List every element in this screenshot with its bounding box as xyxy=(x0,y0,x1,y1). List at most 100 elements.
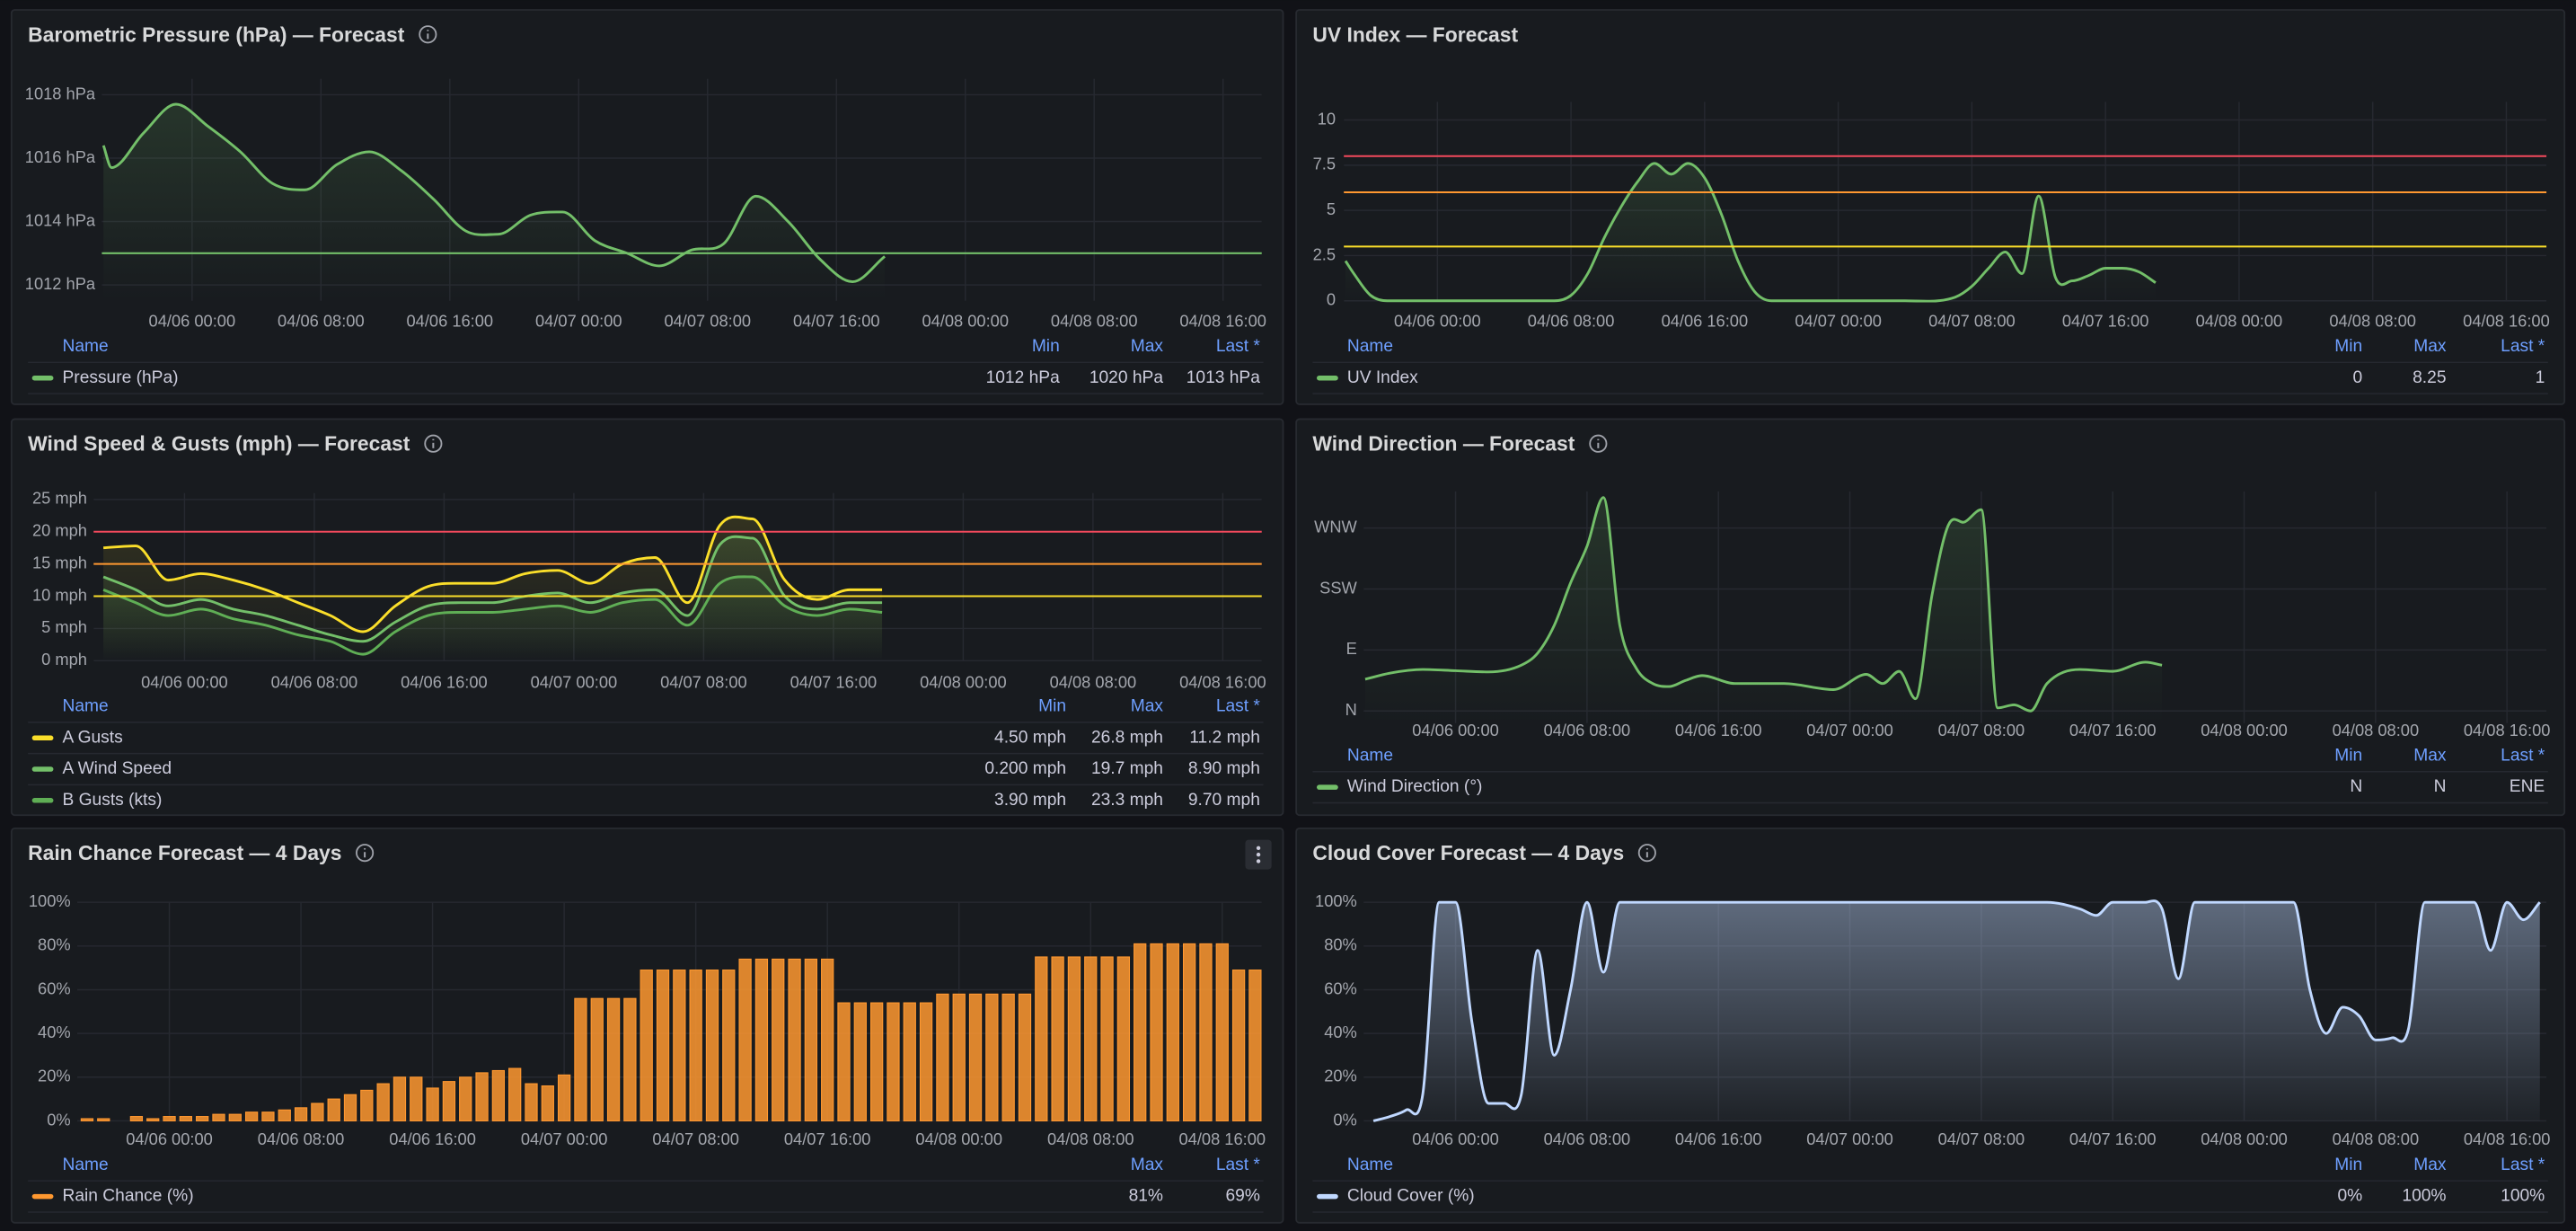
y-tick-label: 10 xyxy=(1318,109,1336,128)
legend-value: 81% xyxy=(1129,1187,1163,1206)
bar xyxy=(327,1098,340,1121)
x-tick-label: 04/06 16:00 xyxy=(407,311,494,330)
plot-area xyxy=(101,78,1262,301)
x-tick-label: 04/06 00:00 xyxy=(149,311,236,330)
x-tick-label: 04/06 08:00 xyxy=(258,1129,345,1148)
legend-header: Max xyxy=(1131,1156,1164,1174)
legend-header: Max xyxy=(2413,746,2447,765)
legend-header: Min xyxy=(2334,1156,2362,1174)
y-tick-label: 1012 hPa xyxy=(25,274,96,293)
bar xyxy=(853,1002,867,1121)
legend-name: Pressure (hPa) xyxy=(63,368,179,387)
y-tick-label: 100% xyxy=(1315,891,1357,910)
bar xyxy=(1018,993,1032,1121)
y-tick-label: 1018 hPa xyxy=(25,84,96,102)
y-tick-label: 60% xyxy=(1324,979,1357,997)
legend-header: Min xyxy=(2334,337,2362,356)
bar xyxy=(788,958,801,1121)
legend-name: A Gusts xyxy=(63,728,123,747)
bar xyxy=(179,1116,192,1121)
x-tick-label: 04/06 16:00 xyxy=(401,673,488,692)
bar xyxy=(689,970,702,1121)
area-fill xyxy=(103,576,883,661)
bar xyxy=(887,1002,900,1121)
bar xyxy=(196,1116,209,1121)
x-tick-label: 04/07 16:00 xyxy=(790,673,878,692)
legend-value: 11.2 mph xyxy=(1189,728,1260,747)
x-tick-label: 04/08 16:00 xyxy=(1178,1129,1266,1148)
bar xyxy=(1067,956,1081,1121)
bar xyxy=(837,1002,851,1121)
legend: Name Min Max Last * Cloud Cover (%) 0% 100% 100… xyxy=(1312,1156,2548,1213)
series-line xyxy=(1364,496,2163,713)
legend-value: 4.50 mph xyxy=(994,728,1066,747)
info-icon[interactable] xyxy=(419,25,437,44)
plot-area xyxy=(1363,491,2547,723)
bar xyxy=(1035,956,1048,1121)
legend-value: 19.7 mph xyxy=(1091,759,1163,778)
series-line xyxy=(103,515,883,633)
y-tick-label: 20% xyxy=(1324,1067,1357,1085)
x-tick-label: 04/07 16:00 xyxy=(793,311,880,330)
y-tick-label: 20% xyxy=(38,1067,71,1085)
y-tick-label: WNW xyxy=(1314,517,1357,536)
info-icon[interactable] xyxy=(1589,434,1608,453)
bar xyxy=(590,997,604,1121)
legend-header: Last * xyxy=(2501,337,2545,356)
info-icon[interactable] xyxy=(356,844,375,863)
area-fill xyxy=(1373,900,2540,1121)
x-tick-label: 04/07 00:00 xyxy=(535,311,622,330)
legend: Name Min Max Last * Pressure (hPa) 1012 hPa 10… xyxy=(28,337,1264,394)
y-tick-label: 15 mph xyxy=(32,553,87,571)
bar xyxy=(1166,943,1179,1121)
bar xyxy=(311,1103,324,1121)
x-tick-label: 04/06 08:00 xyxy=(271,673,358,692)
menu-dot xyxy=(1256,859,1261,863)
legend-value: 100% xyxy=(2501,1187,2545,1206)
y-tick-label: E xyxy=(1346,639,1357,658)
y-tick-label: 0% xyxy=(1333,1110,1356,1129)
y-tick-label: 5 mph xyxy=(41,617,87,636)
bar xyxy=(80,1118,94,1121)
legend-header: Name xyxy=(63,697,109,716)
bar xyxy=(97,1118,110,1121)
info-icon[interactable] xyxy=(1637,844,1656,863)
bar xyxy=(919,1002,933,1121)
legend-value: 0.200 mph xyxy=(984,759,1066,778)
bar xyxy=(968,993,983,1121)
bar xyxy=(1100,956,1114,1121)
x-tick-label: 04/06 00:00 xyxy=(1412,721,1499,739)
legend-value: 8.90 mph xyxy=(1188,759,1260,778)
x-tick-label: 04/06 00:00 xyxy=(1412,1129,1499,1148)
bar xyxy=(244,1111,259,1121)
x-tick-label: 04/08 00:00 xyxy=(2196,311,2283,330)
x-tick-label: 04/08 16:00 xyxy=(2464,721,2551,739)
legend-value: 0% xyxy=(2337,1187,2362,1206)
x-tick-label: 04/08 08:00 xyxy=(1050,673,1137,692)
y-tick-label: 60% xyxy=(38,979,71,997)
bar xyxy=(722,970,736,1121)
bar xyxy=(1001,993,1015,1121)
legend-header: Last * xyxy=(1216,697,1261,716)
info-icon[interactable] xyxy=(424,434,443,453)
panel-title: Wind Direction — Forecast xyxy=(1312,432,1575,456)
legend-header: Name xyxy=(1347,746,1393,765)
legend-value: 26.8 mph xyxy=(1091,728,1163,747)
x-tick-label: 04/07 16:00 xyxy=(2062,311,2149,330)
bar xyxy=(869,1002,884,1121)
x-tick-label: 04/06 08:00 xyxy=(278,311,365,330)
x-tick-label: 04/08 08:00 xyxy=(2333,721,2420,739)
legend-header: Last * xyxy=(2501,1156,2545,1174)
menu-dot xyxy=(1256,846,1261,851)
panel-menu-button[interactable] xyxy=(1245,839,1272,870)
bar xyxy=(475,1072,489,1121)
bar xyxy=(1084,956,1098,1121)
x-tick-label: 04/07 16:00 xyxy=(2069,721,2157,739)
bar xyxy=(491,1069,506,1121)
y-tick-label: 25 mph xyxy=(32,489,87,508)
legend-value: 8.25 xyxy=(2413,368,2446,387)
y-tick-label: 100% xyxy=(29,891,71,910)
legend-header: Name xyxy=(63,337,109,356)
x-tick-label: 04/08 16:00 xyxy=(1179,673,1266,692)
legend-header: Max xyxy=(2413,337,2447,356)
